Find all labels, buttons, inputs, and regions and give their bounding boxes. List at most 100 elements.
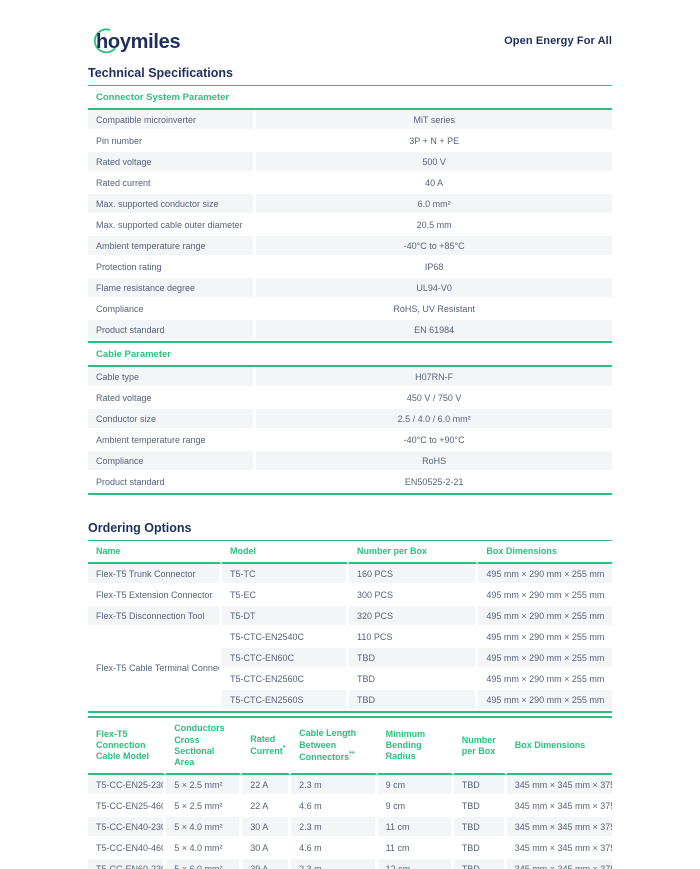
table-row: Flex-T5 Cable Terminal Connector T5-CTC-E… <box>88 627 612 712</box>
ordering-table-primary-head: Name Model Number per Box Box Dimensions <box>88 541 612 565</box>
table-cell: T5-CTC-EN2540C <box>221 627 349 649</box>
param-label: Rated voltage <box>88 388 257 409</box>
column-header: Model <box>221 541 349 565</box>
table-cell: T5-EC <box>221 585 349 607</box>
column-header: Flex-T5 Connection Cable Model <box>88 718 167 776</box>
column-header: Rated Current* <box>242 718 292 776</box>
column-header: Name <box>88 541 222 565</box>
column-header-footnote-mark: ** <box>349 750 355 758</box>
table-cell: T5-CC-EN40-230 <box>88 817 167 839</box>
param-label: Product standard <box>88 320 257 341</box>
param-value: RoHS <box>256 451 612 472</box>
table-cell: TBD <box>349 690 479 712</box>
param-value: 2.5 / 4.0 / 6.0 mm² <box>256 409 612 430</box>
column-header: Number per Box <box>453 718 507 776</box>
spec-sections: Connector System Parameter Compatible mic… <box>88 86 612 495</box>
table-cell: 9 cm <box>377 775 454 797</box>
table-cell: T5-CTC-EN2560S <box>221 690 349 712</box>
spec-row: Compliance RoHS <box>88 451 612 472</box>
table-cell: 495 mm × 290 mm × 255 mm <box>478 690 612 712</box>
table-cell: 11 cm <box>377 817 454 839</box>
param-label: Compatible microinverter <box>88 110 257 131</box>
spec-row: Ambient temperature range -40°C to +90°C <box>88 430 612 451</box>
param-label: Cable type <box>88 367 257 388</box>
ordering-title: Ordering Options <box>88 521 612 541</box>
ordering-table-primary: Name Model Number per Box Box Dimensions Fl… <box>88 541 612 714</box>
param-label: Compliance <box>88 451 257 472</box>
table-cell: 11 cm <box>377 838 454 860</box>
table-cell: T5-CTC-EN60C <box>221 648 349 670</box>
param-label: Max. supported conductor size <box>88 194 257 215</box>
table-cell: 495 mm × 290 mm × 255 mm <box>478 564 612 586</box>
param-label: Rated current <box>88 173 257 194</box>
column-header-label: Cable Length Between Connectors <box>299 728 357 762</box>
table-cell: 345 mm × 345 mm × 375 mm <box>506 796 612 818</box>
table-row: T5-CTC-EN2560S TBD 495 mm × 290 mm × 255 m… <box>88 690 612 712</box>
table-cell: Flex-T5 Trunk Connector <box>88 564 222 586</box>
table-cell: Flex-T5 Extension Connector <box>88 585 222 607</box>
param-value: 20.5 mm <box>256 215 612 236</box>
table-cell: 300 PCS <box>349 585 479 607</box>
table-cell: 345 mm × 345 mm × 375 mm <box>506 838 612 860</box>
table-cell: 495 mm × 290 mm × 255 mm <box>478 648 612 670</box>
table-cell: 345 mm × 345 mm × 375 mm <box>506 859 612 869</box>
spec-row: Conductor size 2.5 / 4.0 / 6.0 mm² <box>88 409 612 430</box>
table-cell: T5-CC-EN25-230 <box>88 775 167 797</box>
column-header-label: Minimum Bending Radius <box>385 728 426 762</box>
spec-table: Cable type H07RN-F Rated voltage 450 V / 75… <box>88 367 612 495</box>
header-bar: hoymiles Open Energy For All <box>88 24 612 58</box>
spec-section-title: Cable Parameter <box>88 343 612 367</box>
table-cell: 5 × 2.5 mm² <box>166 796 243 818</box>
spec-section-title: Connector System Parameter <box>88 86 612 110</box>
spec-row: Compatible microinverter MiT series <box>88 110 612 131</box>
table-cell: 495 mm × 290 mm × 255 mm <box>478 585 612 607</box>
table-row: T5-CC-EN40-460 5 × 4.0 mm² 30 A 4.6 m 11 cm T… <box>88 838 612 860</box>
spec-row: Flame resistance degree UL94-V0 <box>88 278 612 299</box>
spec-row: Protection rating IP68 <box>88 257 612 278</box>
param-label: Flame resistance degree <box>88 278 257 299</box>
table-cell: 495 mm × 290 mm × 255 mm <box>478 627 612 649</box>
table-cell: 4.6 m <box>291 838 378 860</box>
param-value: H07RN-F <box>256 367 612 388</box>
table-cell: 4.6 m <box>291 796 378 818</box>
table-cell: 2.3 m <box>291 817 378 839</box>
column-header: Number per Box <box>349 541 479 565</box>
table-row: T5-CTC-EN60C TBD 495 mm × 290 mm × 255 mm <box>88 648 612 670</box>
hoymiles-logo: hoymiles <box>93 28 181 54</box>
table-cell: 12 cm <box>377 859 454 869</box>
table-cell: Flex-T5 Disconnection Tool <box>88 606 222 628</box>
param-label: Rated voltage <box>88 152 257 173</box>
table-cell: TBD <box>453 817 507 839</box>
tech-specs-title: Technical Specifications <box>88 66 612 86</box>
param-label: Ambient temperature range <box>88 236 257 257</box>
param-label: Pin number <box>88 131 257 152</box>
param-value: UL94-V0 <box>256 278 612 299</box>
param-value: RoHS, UV Resistant <box>256 299 612 320</box>
table-cell: 5 × 4.0 mm² <box>166 838 243 860</box>
param-value: EN50525-2-21 <box>256 472 612 493</box>
table-cell: 110 PCS <box>349 627 479 649</box>
param-label: Ambient temperature range <box>88 430 257 451</box>
column-header-label: Number per Box <box>461 734 496 756</box>
spec-row: Product standard EN50525-2-21 <box>88 472 612 493</box>
table-cell: 160 PCS <box>349 564 479 586</box>
table-row: T5-CTC-EN2560C TBD 495 mm × 290 mm × 255 m… <box>88 669 612 691</box>
column-header: Minimum Bending Radius <box>377 718 454 776</box>
table-cell: 345 mm × 345 mm × 375 mm <box>506 775 612 797</box>
spec-row: Ambient temperature range -40°C to +85°C <box>88 236 612 257</box>
table-cell: TBD <box>453 796 507 818</box>
table-cell: 5 × 4.0 mm² <box>166 817 243 839</box>
table-cell: 22 A <box>242 775 292 797</box>
group-name-cell: Flex-T5 Cable Terminal Connector <box>88 627 222 712</box>
table-row: T5-CC-EN40-230 5 × 4.0 mm² 30 A 2.3 m 11 cm T… <box>88 817 612 839</box>
table-row: Flex-T5 Disconnection Tool T5-DT 320 PCS 49… <box>88 606 612 628</box>
param-value: 500 V <box>256 152 612 173</box>
spec-row: Max. supported cable outer diameter 20.5 … <box>88 215 612 236</box>
spec-table: Compatible microinverter MiT series Pin nu… <box>88 110 612 343</box>
param-value: MiT series <box>256 110 612 131</box>
param-label: Protection rating <box>88 257 257 278</box>
table-cell: 320 PCS <box>349 606 479 628</box>
